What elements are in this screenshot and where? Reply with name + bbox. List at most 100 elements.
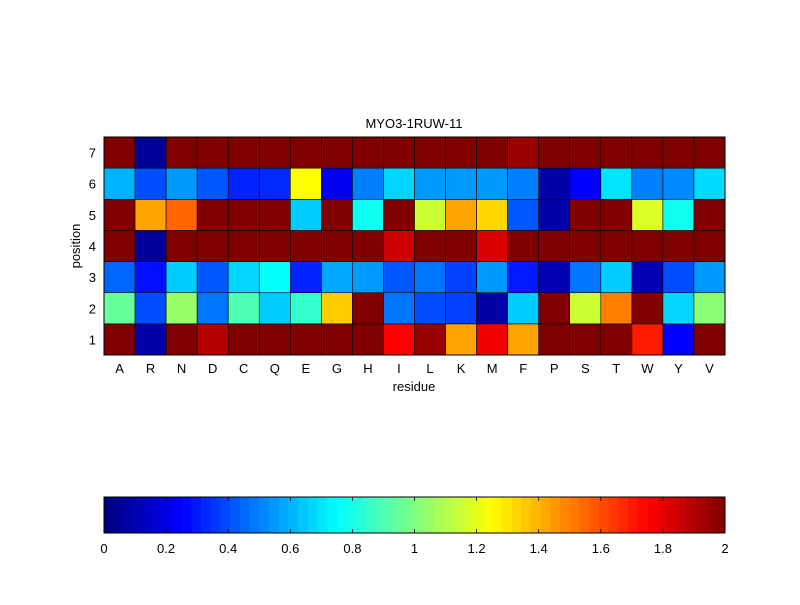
- y-tick-label: 4: [89, 239, 96, 254]
- heatmap-cell-M-6: [476, 167, 508, 200]
- colorbar-segment: [666, 497, 677, 533]
- heatmap-cell-D-1: [196, 323, 229, 356]
- heatmap-cell-P-3: [538, 261, 571, 294]
- y-tick-label: 6: [89, 177, 96, 192]
- heatmap-cell-W-6: [631, 167, 664, 200]
- colorbar-segment: [676, 497, 687, 533]
- heatmap-cell-G-4: [321, 230, 353, 262]
- heatmap-cell-H-3: [352, 261, 384, 294]
- heatmap-cell-S-1: [569, 323, 602, 356]
- heatmap-cell-L-6: [414, 167, 446, 200]
- x-tick-label: P: [550, 361, 559, 376]
- x-tick-label: V: [705, 361, 714, 376]
- colorbar-tick-label: 1.4: [530, 541, 548, 556]
- colorbar-segment: [123, 497, 134, 533]
- heatmap-cell-V-2: [693, 292, 726, 325]
- colorbar-segment: [259, 497, 270, 533]
- heatmap-cell-P-4: [538, 230, 571, 262]
- colorbar-segment: [608, 497, 619, 533]
- x-tick-label: Q: [270, 361, 280, 376]
- y-axis-label: position: [68, 224, 83, 269]
- heatmap-cell-S-4: [569, 230, 602, 262]
- heatmap-cell-N-2: [165, 292, 198, 325]
- colorbar-segment: [210, 497, 221, 533]
- colorbar-segment: [569, 497, 580, 533]
- heatmap-cell-F-6: [507, 167, 539, 200]
- heatmap-cell-S-5: [569, 198, 602, 231]
- colorbar-segment: [113, 497, 124, 533]
- colorbar-segment: [618, 497, 629, 533]
- x-tick-label: E: [301, 361, 310, 376]
- colorbar-segment: [647, 497, 658, 533]
- colorbar: [104, 497, 726, 533]
- heatmap-cell-L-1: [414, 323, 446, 356]
- x-tick-label: R: [146, 361, 155, 376]
- colorbar-tick-label: 0.8: [343, 541, 361, 556]
- colorbar-segment: [133, 497, 144, 533]
- colorbar-segment: [686, 497, 697, 533]
- heatmap-cell-N-1: [165, 323, 198, 356]
- heatmap-cell-R-3: [134, 261, 167, 294]
- heatmap-cell-Q-4: [258, 230, 291, 262]
- colorbar-segment: [365, 497, 377, 533]
- colorbar-segment: [152, 497, 163, 533]
- heatmap-cell-A-4: [103, 230, 136, 262]
- colorbar-segment: [298, 497, 309, 533]
- colorbar-tick-label: 1.6: [592, 541, 610, 556]
- heatmap-cell-R-7: [134, 136, 167, 169]
- colorbar-segment: [501, 497, 513, 533]
- heatmap-cell-R-4: [134, 230, 167, 262]
- heatmap-cell-L-3: [414, 261, 446, 294]
- heatmap-cell-D-4: [196, 230, 229, 262]
- colorbar-segment: [375, 497, 386, 533]
- colorbar-segment: [230, 497, 241, 533]
- heatmap-cell-K-5: [445, 198, 477, 231]
- y-tick-label: 5: [89, 208, 96, 223]
- heatmap-cell-P-2: [538, 292, 571, 325]
- heatmap-cell-H-7: [352, 136, 384, 169]
- heatmap-cell-V-1: [693, 323, 726, 356]
- y-tick-label: 7: [89, 146, 96, 161]
- heatmap-cell-T-4: [600, 230, 633, 262]
- heatmap-cell-C-7: [227, 136, 260, 169]
- heatmap-cell-I-7: [383, 136, 415, 169]
- colorbar-tick-label: 0: [100, 541, 107, 556]
- colorbar-segment: [424, 497, 435, 533]
- heatmap-cell-A-7: [103, 136, 136, 169]
- heatmap-cell-L-2: [414, 292, 446, 325]
- heatmap-cell-D-3: [196, 261, 229, 294]
- heatmap-cell-Y-3: [662, 261, 695, 294]
- heatmap-cell-C-2: [227, 292, 260, 325]
- heatmap-cell-T-7: [600, 136, 633, 169]
- heatmap-cell-R-6: [134, 167, 167, 200]
- heatmap-cell-M-4: [476, 230, 508, 262]
- heatmap-cell-G-1: [321, 323, 353, 356]
- heatmap-cell-W-5: [631, 198, 664, 231]
- colorbar-segment: [395, 497, 406, 533]
- colorbar-segment: [463, 497, 474, 533]
- heatmap-cell-C-3: [227, 261, 260, 294]
- heatmap-cell-Y-6: [662, 167, 695, 200]
- heatmap-cell-Q-3: [258, 261, 291, 294]
- y-tick-label: 2: [89, 301, 96, 316]
- colorbar-segment: [171, 497, 183, 533]
- heatmap-cell-I-2: [383, 292, 415, 325]
- heatmap-cell-L-7: [414, 136, 446, 169]
- colorbar-segment: [453, 497, 464, 533]
- heatmap-cell-M-1: [476, 323, 508, 356]
- heatmap-cell-K-2: [445, 292, 477, 325]
- colorbar-segment: [268, 497, 280, 533]
- colorbar-segment: [433, 497, 445, 533]
- heatmap-cell-C-1: [227, 323, 260, 356]
- heatmap-cell-T-2: [600, 292, 633, 325]
- heatmap-cell-F-2: [507, 292, 539, 325]
- colorbar-segment: [336, 497, 348, 533]
- heatmap-cell-M-3: [476, 261, 508, 294]
- colorbar-segment: [705, 497, 716, 533]
- x-tick-label: N: [177, 361, 186, 376]
- heatmap-cell-Y-5: [662, 198, 695, 231]
- heatmap-cell-I-5: [383, 198, 415, 231]
- heatmap-cell-C-5: [227, 198, 260, 231]
- heatmap-cell-V-4: [693, 230, 726, 262]
- x-tick-label: K: [457, 361, 466, 376]
